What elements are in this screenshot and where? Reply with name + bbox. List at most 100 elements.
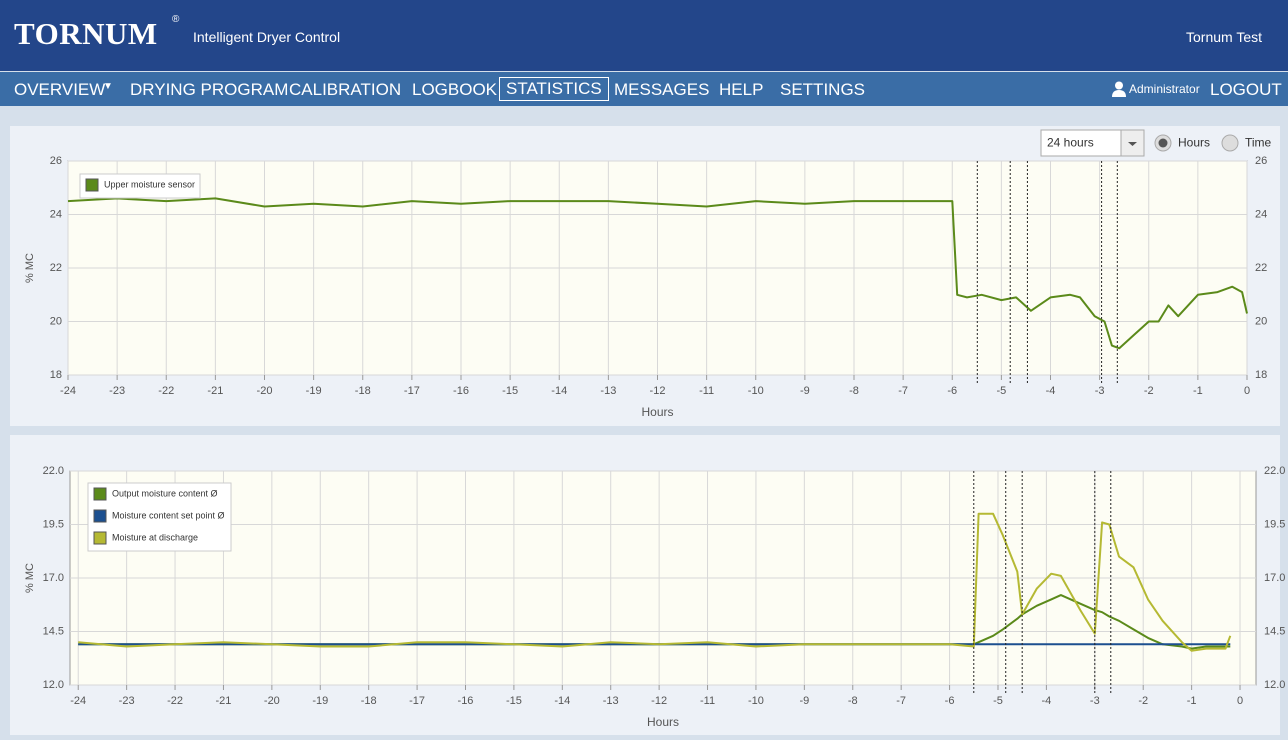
y-tick-label: 26	[50, 155, 62, 167]
logo-mark: ®	[172, 14, 180, 25]
x-tick-label: -23	[119, 695, 135, 707]
legend-label: Output moisture content Ø	[112, 488, 218, 498]
x-tick-label: -16	[453, 385, 469, 397]
x-axis-label: Hours	[641, 405, 673, 419]
x-tick-label: -3	[1090, 695, 1100, 707]
x-tick-label: -24	[60, 385, 76, 397]
x-tick-label: -3	[1095, 385, 1105, 397]
y2-tick-label: 14.5	[1264, 625, 1285, 637]
user-name[interactable]: Administrator	[1129, 82, 1200, 96]
x-tick-label: -2	[1138, 695, 1148, 707]
legend	[87, 482, 232, 552]
charts: 24 hours Hours Time 18 18 20 20 22 22 24 24 26 26…	[10, 126, 1285, 735]
range-value: 24 hours	[1047, 136, 1094, 150]
x-tick-label: -5	[993, 695, 1003, 707]
nav-caret[interactable]: ▼	[103, 81, 113, 92]
y-axis-label: % MC	[24, 563, 36, 593]
y-tick-label: 24	[50, 208, 62, 220]
y2-tick-label: 12.0	[1264, 679, 1285, 691]
x-tick-label: -14	[554, 695, 570, 707]
y2-tick-label: 24	[1255, 208, 1267, 220]
nav-item[interactable]: STATISTICS	[499, 77, 609, 101]
header: TORNUM ® Intelligent Dryer Control Tornu…	[0, 0, 1288, 71]
y-axis-label: % MC	[24, 253, 36, 283]
y2-tick-label: 26	[1255, 155, 1267, 167]
x-tick-label: -13	[600, 385, 616, 397]
x-tick-label: -12	[651, 695, 667, 707]
x-tick-label: -10	[748, 695, 764, 707]
x-tick-label: -6	[947, 385, 957, 397]
x-tick-label: -5	[996, 385, 1006, 397]
y-tick-label: 22	[50, 262, 62, 274]
nav-item[interactable]: SETTINGS	[780, 80, 866, 99]
x-tick-label: -13	[603, 695, 619, 707]
x-tick-label: -11	[700, 695, 715, 707]
x-tick-label: -6	[945, 695, 955, 707]
app-subtitle: Intelligent Dryer Control	[193, 29, 341, 45]
radio-dot	[1158, 138, 1168, 148]
y-tick-label: 17.0	[43, 572, 64, 584]
nav-item[interactable]: OVERVIEW	[14, 80, 106, 99]
nav-item[interactable]: DRYING PROGRAM	[130, 80, 289, 99]
y2-tick-label: 22.0	[1264, 465, 1285, 477]
x-tick-label: -19	[306, 385, 322, 397]
legend-swatch	[93, 487, 107, 501]
x-tick-label: -17	[409, 695, 425, 707]
y2-tick-label: 18	[1255, 369, 1267, 381]
radio-label: Hours	[1178, 136, 1210, 150]
site-name: Tornum Test	[1186, 29, 1262, 45]
series-line	[67, 197, 1248, 350]
logout[interactable]: LOGOUT	[1210, 80, 1282, 99]
x-tick-label: -20	[257, 385, 273, 397]
legend-label: Moisture content set point Ø	[112, 510, 225, 520]
y-tick-label: 12.0	[43, 679, 64, 691]
legend-swatch	[93, 509, 107, 523]
legend-swatch	[85, 178, 99, 192]
legend-label: Moisture at discharge	[112, 532, 198, 542]
y-tick-label: 14.5	[43, 625, 64, 637]
x-tick-label: -14	[551, 385, 567, 397]
x-tick-label: -12	[650, 385, 666, 397]
legend-swatch	[93, 531, 107, 545]
x-tick-label: -1	[1187, 695, 1197, 707]
x-tick-label: -1	[1193, 385, 1203, 397]
radio-label: Time	[1245, 136, 1272, 150]
x-tick-label: -24	[70, 695, 86, 707]
y-tick-label: 20	[50, 315, 62, 327]
x-tick-label: -21	[216, 695, 232, 707]
user-icon	[1112, 81, 1126, 97]
x-tick-label: -8	[849, 385, 859, 397]
y2-tick-label: 19.5	[1264, 518, 1285, 530]
x-tick-label: -19	[312, 695, 328, 707]
x-tick-label: -4	[1042, 695, 1052, 707]
legend	[79, 173, 201, 199]
x-tick-label: -9	[800, 385, 810, 397]
series-line	[78, 512, 1232, 652]
x-tick-label: 0	[1237, 695, 1243, 707]
x-tick-label: -15	[502, 385, 518, 397]
x-tick-label: -8	[848, 695, 858, 707]
x-tick-label: -17	[404, 385, 420, 397]
x-tick-label: -22	[167, 695, 183, 707]
x-tick-label: -22	[158, 385, 174, 397]
x-tick-label: -15	[506, 695, 522, 707]
x-tick-label: -23	[109, 385, 125, 397]
y-tick-label: 22.0	[43, 465, 64, 477]
legend-label: Upper moisture sensor	[104, 179, 195, 189]
x-tick-label: -18	[361, 695, 377, 707]
radio[interactable]	[1221, 134, 1239, 152]
logo[interactable]: TORNUM	[14, 16, 158, 51]
nav-item[interactable]: MESSAGES	[614, 80, 710, 99]
nav-item[interactable]: HELP	[719, 80, 764, 99]
x-axis-label: Hours	[647, 715, 679, 729]
y2-tick-label: 17.0	[1264, 572, 1285, 584]
x-tick-label: 0	[1244, 385, 1250, 397]
y-tick-label: 18	[50, 369, 62, 381]
x-tick-label: -21	[207, 385, 223, 397]
nav-item[interactable]: LOGBOOK	[412, 80, 498, 99]
nav-item[interactable]: CALIBRATION	[289, 80, 402, 99]
x-tick-label: -18	[355, 385, 371, 397]
x-tick-label: -7	[896, 695, 906, 707]
y2-tick-label: 22	[1255, 262, 1267, 274]
